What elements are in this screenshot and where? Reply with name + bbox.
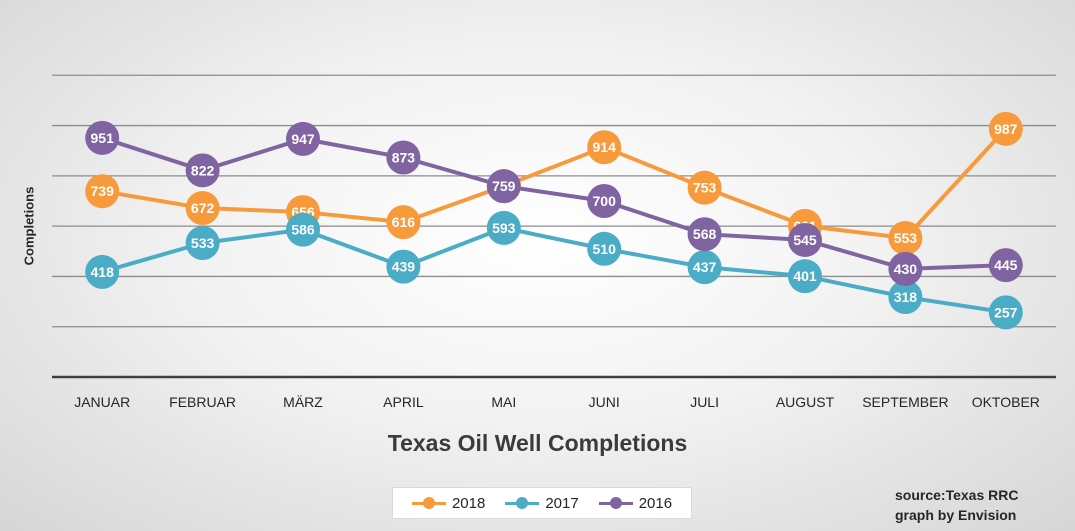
series-line-2018: [101, 127, 1008, 240]
legend-label-2016: 2016: [638, 494, 673, 512]
data-point-2016: [185, 153, 220, 188]
data-label-2017: 533: [191, 235, 215, 251]
source-note: source:Texas RRC graph by Envision: [895, 485, 1018, 525]
data-label-2016: 822: [191, 162, 215, 178]
data-point-2017: [988, 295, 1023, 330]
data-label-2017: 510: [593, 241, 617, 257]
legend: 2018 2017 2016: [392, 487, 692, 519]
data-label-2018: 987: [994, 121, 1018, 137]
data-label-2017: 586: [291, 222, 315, 238]
data-point-2017: [486, 210, 521, 245]
data-point-2016: [587, 184, 622, 218]
data-label-2016: 700: [593, 193, 617, 209]
data-label-2017: 418: [91, 264, 115, 280]
data-label-2016: 947: [291, 131, 315, 147]
data-label-2016: 568: [693, 226, 717, 242]
data-point-2017: [788, 259, 822, 294]
data-point-2017: [587, 231, 622, 266]
data-point-2017: [85, 254, 120, 289]
chart-title: Texas Oil Well Completions: [387, 430, 688, 456]
y-axis-label: Completions: [21, 186, 37, 266]
data-point-2016: [788, 222, 822, 257]
data-label-2017: 318: [894, 289, 918, 305]
data-point-2016: [85, 120, 120, 155]
data-point-2018: [185, 191, 220, 226]
data-point-2016: [486, 169, 521, 204]
x-tick-label: JANUAR: [74, 394, 130, 410]
legend-swatch-2018: [411, 496, 446, 509]
data-label-2018: 553: [894, 230, 918, 246]
legend-item-2018: 2018: [411, 494, 486, 512]
legend-label-2017: 2017: [545, 494, 579, 512]
legend-swatch-2017: [505, 496, 540, 509]
data-label-2017: 439: [392, 259, 416, 275]
series-line-2016: [101, 135, 1006, 271]
data-point-2017: [888, 280, 923, 315]
data-label-2017: 257: [994, 304, 1018, 320]
data-point-2016: [988, 248, 1023, 283]
x-tick-label: JULI: [690, 394, 719, 410]
data-point-2016: [386, 140, 421, 175]
data-point-2018: [888, 220, 923, 255]
data-point-2018: [988, 111, 1023, 146]
data-label-2016: 759: [492, 178, 516, 194]
legend-item-2016: 2016: [598, 494, 673, 512]
legend-swatch-2016: [598, 496, 633, 509]
data-label-2018: 672: [191, 200, 215, 216]
data-point-2016: [286, 121, 320, 156]
data-point-2017: [386, 249, 421, 284]
data-label-2016: 873: [392, 150, 416, 166]
source-line: source:Texas RRC: [895, 487, 1019, 503]
x-tick-label: FEBRUAR: [169, 394, 236, 410]
data-label-2017: 593: [492, 220, 516, 236]
data-label-2018: 616: [392, 214, 416, 230]
data-point-2017: [687, 250, 722, 285]
data-label-2017: 437: [693, 259, 717, 275]
data-point-2018: [587, 130, 622, 165]
data-point-2018: [85, 174, 120, 209]
x-tick-label: APRIL: [383, 394, 424, 410]
data-label-2018: 739: [91, 183, 115, 199]
legend-label-2018: 2018: [451, 494, 486, 512]
data-point-2018: [386, 205, 421, 240]
data-point-2018: [687, 170, 722, 205]
data-point-2016: [687, 217, 722, 252]
x-tick-label: OKTOBER: [972, 394, 1040, 410]
data-point-2016: [888, 251, 923, 286]
data-label-2016: 430: [894, 261, 918, 277]
credit-line: graph by Envision: [895, 507, 1017, 523]
data-label-2017: 401: [793, 268, 817, 284]
data-point-2017: [185, 225, 220, 260]
x-tick-label: AUGUST: [776, 394, 835, 410]
data-label-2016: 545: [793, 232, 817, 248]
data-point-2017: [286, 212, 320, 247]
x-tick-label: MÄRZ: [283, 394, 323, 410]
x-tick-label: MAI: [491, 394, 516, 410]
data-label-2018: 914: [593, 139, 617, 155]
data-label-2018: 753: [693, 180, 717, 196]
series-line-2017: [101, 225, 1007, 315]
data-label-2016: 951: [91, 130, 115, 146]
legend-item-2017: 2017: [505, 494, 579, 512]
x-tick-label: JUNI: [589, 394, 620, 410]
data-label-2016: 445: [994, 257, 1018, 273]
x-tick-label: SEPTEMBER: [862, 394, 948, 410]
